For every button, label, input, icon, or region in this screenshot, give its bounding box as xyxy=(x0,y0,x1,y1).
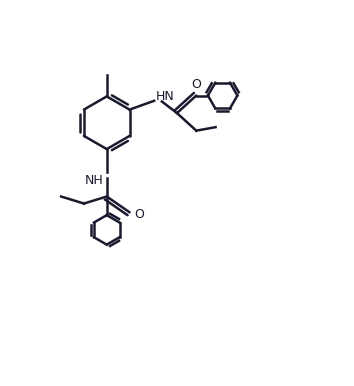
Text: O: O xyxy=(134,208,144,220)
Text: O: O xyxy=(192,78,201,91)
Text: HN: HN xyxy=(156,90,175,103)
Text: NH: NH xyxy=(85,174,104,187)
